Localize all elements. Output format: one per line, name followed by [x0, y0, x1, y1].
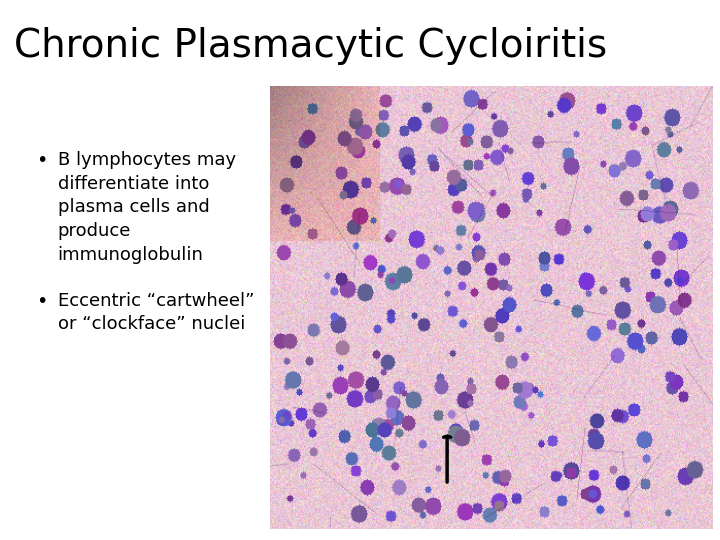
Text: B lymphocytes may
differentiate into
plasma cells and
produce
immunoglobulin: B lymphocytes may differentiate into pla…	[58, 151, 235, 264]
Text: •: •	[36, 292, 48, 310]
Text: Eccentric “cartwheel”
or “clockface” nuclei: Eccentric “cartwheel” or “clockface” nuc…	[58, 292, 254, 333]
Text: •: •	[36, 151, 48, 170]
Text: Chronic Plasmacytic Cycloiritis: Chronic Plasmacytic Cycloiritis	[14, 27, 608, 65]
